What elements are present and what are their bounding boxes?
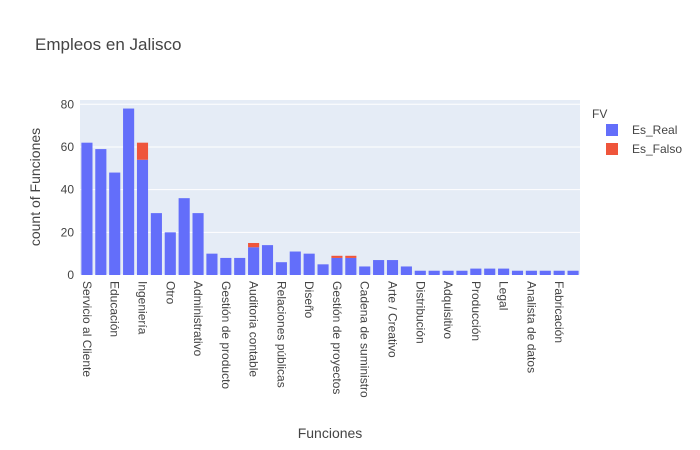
bar-es-real (150, 213, 162, 275)
legend-swatch-es-falso (606, 143, 618, 155)
x-tick-label: Producción (469, 281, 483, 341)
chart-title: Empleos en Jalisco (35, 35, 181, 54)
bar-es-real (414, 270, 426, 275)
bar-es-real (95, 149, 107, 275)
bar-es-real (261, 245, 274, 275)
x-tick-label: Adquisitivo (441, 281, 455, 339)
x-tick-label: Analista de datos (524, 281, 538, 373)
x-tick-label: Educación (108, 281, 122, 337)
bar-es-real (220, 257, 232, 275)
bar-es-real (136, 159, 149, 275)
bar-es-real (317, 264, 329, 275)
bar-es-real (567, 270, 579, 275)
bar-es-falso (136, 142, 149, 160)
bar-es-real (164, 232, 176, 275)
bar-es-real (248, 247, 260, 275)
bar-es-real (109, 172, 121, 275)
bar-es-real (539, 270, 551, 275)
bar-es-real (331, 257, 343, 275)
legend-item-es-falso[interactable]: Es_Falso (606, 142, 682, 156)
bar-es-real (178, 198, 190, 275)
x-tick-label: Ingeniería (136, 281, 150, 335)
bar-es-real (456, 270, 468, 275)
legend-title: FV (592, 107, 607, 121)
bar-es-real (498, 268, 510, 275)
y-tick-label: 0 (67, 268, 74, 282)
x-axis-title: Funciones (298, 425, 363, 441)
bar-es-real (345, 257, 357, 275)
bar-es-real (206, 253, 218, 275)
bar-es-real (123, 108, 135, 275)
bar-es-real (442, 270, 454, 275)
y-tick-label: 20 (61, 225, 75, 239)
x-tick-label: Legal (497, 281, 511, 310)
y-tick-label: 80 (61, 97, 75, 111)
bar-es-falso (248, 242, 260, 248)
x-axis: Servicio al Cliente Educación Ingeniería Ot… (80, 281, 566, 398)
bars (81, 108, 579, 275)
legend-item-es-real[interactable]: Es_Real (606, 123, 677, 137)
x-tick-label: Servicio al Cliente (80, 281, 94, 377)
x-tick-label: Distribución (413, 281, 427, 344)
bar-es-real (470, 268, 482, 275)
x-tick-label: Gestión de proyectos (330, 281, 344, 394)
y-tick-label: 60 (61, 140, 75, 154)
y-axis: 0 20 40 60 80 (61, 97, 75, 282)
y-tick-label: 40 (61, 183, 75, 197)
x-tick-label: Arte / Creativo (386, 281, 400, 358)
x-tick-label: Auditoria contable (247, 281, 261, 377)
x-tick-label: Administrativo (191, 281, 205, 357)
bar-es-real (81, 142, 93, 275)
bar-es-real (428, 270, 440, 275)
plot-area (80, 100, 580, 275)
y-axis-title: count of Funciones (27, 128, 43, 246)
bar-es-real (386, 260, 399, 275)
bar-es-real (400, 266, 412, 275)
bar-es-falso (331, 255, 343, 258)
bar-es-real (373, 260, 385, 275)
bar-es-real (484, 268, 496, 275)
bar-es-real (234, 257, 246, 275)
bar-es-real (525, 270, 537, 275)
x-tick-label: Cadena de suministro (358, 281, 372, 398)
bar-es-real (289, 251, 301, 275)
bar-es-real (553, 270, 565, 275)
bar-es-real (192, 213, 204, 275)
grid (80, 103, 580, 276)
x-tick-label: Relaciones públicas (274, 281, 288, 388)
legend: FV Es_Real Es_Falso (592, 107, 682, 156)
bar-es-real (511, 270, 524, 275)
legend-swatch-es-real (606, 124, 618, 136)
legend-label-es-falso: Es_Falso (632, 142, 682, 156)
bar-es-real (359, 266, 371, 275)
x-tick-label: Diseño (302, 281, 316, 319)
bar-es-real (275, 262, 287, 275)
legend-label-es-real: Es_Real (632, 123, 677, 137)
x-tick-label: Fabricación (552, 281, 566, 343)
bar-es-real (303, 253, 315, 275)
bar-es-falso (345, 255, 357, 258)
x-tick-label: Gestión de producto (219, 281, 233, 389)
x-tick-label: Otro (163, 281, 177, 305)
